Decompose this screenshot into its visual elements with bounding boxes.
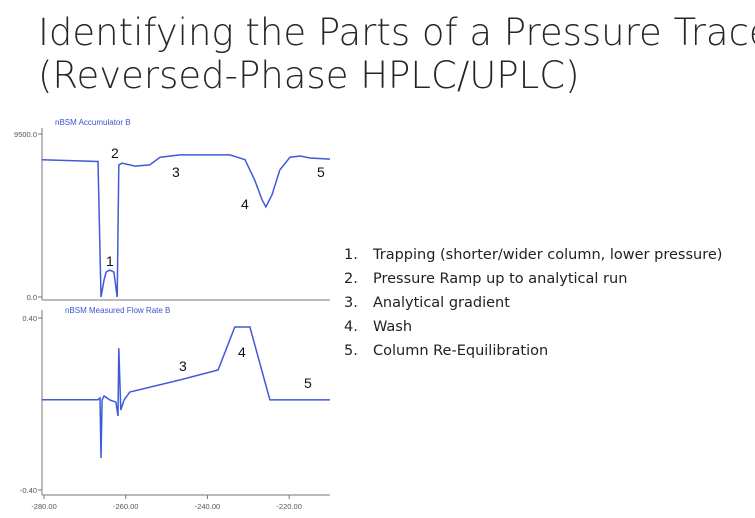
note-text: Column Re-Equilibration [373,343,548,359]
note-number: 5. [344,343,358,359]
chart-title: nBSM Accumulator B [55,118,131,127]
note-number: 3. [344,295,358,311]
x-tick-label: -280.00 [31,502,56,511]
note-text: Pressure Ramp up to analytical run [373,271,627,287]
x-tick-label: -260.00 [113,502,138,511]
annotation: 3 [179,358,187,374]
annotation: 5 [317,164,325,180]
trace [42,154,330,298]
slide-title: Identifying the Parts of a Pressure Trac… [38,11,755,54]
y-tick-label: -0.40 [20,486,37,495]
annotation: 5 [304,375,312,391]
annotation: 4 [241,196,249,212]
y-tick-label: 0.0 [27,293,37,302]
note-number: 1. [344,247,358,263]
note-number: 4. [344,319,358,335]
annotation: 4 [238,344,246,360]
annotation: 2 [111,145,119,161]
note-text: Wash [373,319,412,335]
y-tick-label: 0.40 [22,314,37,323]
slide-title: (Reversed-Phase HPLC/UPLC) [38,54,580,97]
note-text: Trapping (shorter/wider column, lower pr… [372,247,722,263]
annotation: 3 [172,164,180,180]
chart-title: nBSM Measured Flow Rate B [65,306,170,315]
x-tick-label: -220.00 [276,502,301,511]
x-tick-label: -240.00 [195,502,220,511]
note-text: Analytical gradient [373,295,510,311]
annotation: 1 [106,253,114,269]
trace [42,326,330,459]
note-number: 2. [344,271,358,287]
y-tick-label: 9500.0 [14,130,37,139]
